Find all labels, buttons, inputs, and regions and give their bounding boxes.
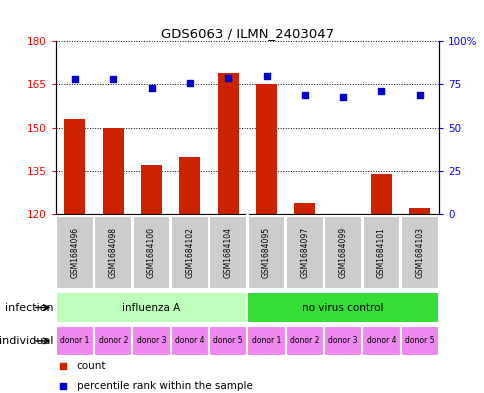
Text: no virus control: no virus control (302, 303, 383, 312)
Text: GSM1684104: GSM1684104 (223, 227, 232, 278)
Bar (285, 325, 323, 356)
Text: donor 5: donor 5 (404, 336, 434, 345)
Bar (141, 165, 162, 214)
Bar (64, 119, 85, 214)
Point (71, 76, 78, 83)
Bar (56, 216, 93, 289)
Text: GSM1684101: GSM1684101 (376, 227, 385, 278)
Bar (400, 325, 438, 356)
Text: donor 1: donor 1 (60, 336, 90, 345)
Point (415, 92, 423, 98)
Bar (133, 216, 170, 289)
Bar (362, 325, 400, 356)
Text: GSM1684102: GSM1684102 (185, 227, 194, 278)
Point (300, 92, 308, 98)
Text: GSM1684095: GSM1684095 (261, 227, 271, 278)
Point (60, 363, 67, 369)
Point (147, 85, 155, 91)
Text: GSM1684098: GSM1684098 (108, 227, 118, 278)
Point (338, 94, 346, 100)
Point (224, 74, 231, 81)
Text: donor 2: donor 2 (98, 336, 128, 345)
Bar (362, 216, 399, 289)
Bar (294, 203, 315, 214)
Text: donor 4: donor 4 (175, 336, 204, 345)
Bar (286, 216, 323, 289)
Text: donor 2: donor 2 (289, 336, 319, 345)
Point (185, 80, 193, 86)
Text: GSM1684097: GSM1684097 (300, 227, 309, 278)
Text: GSM1684103: GSM1684103 (414, 227, 424, 278)
Bar (94, 325, 132, 356)
Bar (209, 325, 247, 356)
Text: donor 3: donor 3 (328, 336, 357, 345)
Text: GSM1684099: GSM1684099 (338, 227, 347, 278)
Text: donor 3: donor 3 (136, 336, 166, 345)
Text: infection: infection (5, 303, 53, 312)
Bar (94, 216, 132, 289)
Text: donor 4: donor 4 (366, 336, 395, 345)
Bar (247, 325, 285, 356)
Bar (332, 214, 353, 226)
Point (109, 76, 117, 83)
Bar (408, 208, 429, 214)
Bar (247, 216, 285, 289)
Bar (256, 84, 276, 214)
Title: GDS6063 / ILMN_2403047: GDS6063 / ILMN_2403047 (161, 27, 333, 40)
Text: GSM1684100: GSM1684100 (147, 227, 156, 278)
Bar (324, 216, 361, 289)
Bar (56, 292, 247, 323)
Bar (170, 325, 209, 356)
Point (60, 383, 67, 389)
Text: count: count (76, 362, 106, 371)
Text: donor 1: donor 1 (251, 336, 281, 345)
Text: individual: individual (0, 336, 53, 346)
Bar (132, 325, 170, 356)
Bar (179, 156, 200, 214)
Text: GSM1684096: GSM1684096 (70, 227, 79, 278)
Text: influenza A: influenza A (122, 303, 181, 312)
Point (262, 73, 270, 79)
Bar (400, 216, 438, 289)
Bar (209, 216, 246, 289)
Point (377, 88, 384, 95)
Bar (247, 292, 438, 323)
Text: donor 5: donor 5 (213, 336, 242, 345)
Bar (103, 128, 123, 214)
Bar (171, 216, 208, 289)
Bar (370, 174, 391, 214)
Bar (217, 73, 238, 214)
Bar (56, 325, 94, 356)
Text: percentile rank within the sample: percentile rank within the sample (76, 381, 252, 391)
Bar (323, 325, 362, 356)
